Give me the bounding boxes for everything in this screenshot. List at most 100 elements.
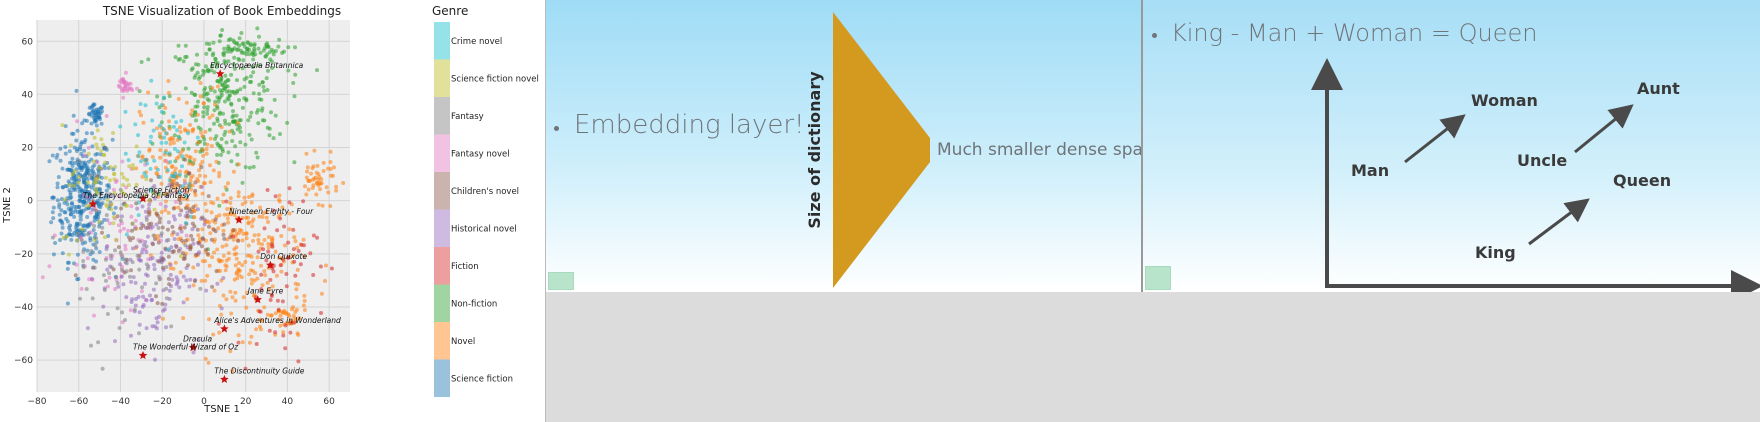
scatter-point (156, 240, 161, 245)
scatter-point (97, 250, 102, 254)
scatter-point (157, 131, 162, 136)
scatter-point (146, 206, 151, 211)
legend-label: Science fiction (451, 374, 513, 384)
scatter-point (210, 53, 215, 58)
scatter-point (315, 163, 320, 168)
scatter-point (137, 89, 142, 94)
scatter-point (117, 85, 122, 89)
scatter-point (117, 194, 122, 199)
scatter-point (105, 267, 110, 272)
scatter-point (212, 121, 216, 126)
scatter-point (277, 317, 282, 322)
legend-swatch (434, 247, 450, 285)
scatter-point (229, 159, 234, 164)
scatter-point (181, 196, 186, 201)
scatter-point (61, 185, 66, 190)
scatter-point (244, 75, 249, 80)
scatter-point (193, 188, 198, 193)
scatter-point (59, 219, 64, 224)
scatter-point (123, 85, 128, 90)
scatter-point (255, 255, 260, 260)
scatter-point (84, 287, 89, 291)
scatter-point (189, 214, 193, 219)
scatter-point (96, 340, 101, 345)
scatter-point (311, 273, 316, 277)
scatter-point (74, 221, 79, 226)
scatter-point (117, 326, 122, 330)
scatter-point (226, 38, 231, 42)
scatter-point (164, 140, 169, 145)
book-annotation: Science Fiction (133, 186, 190, 195)
scatter-point (206, 194, 211, 199)
scatter-point (217, 259, 222, 264)
scatter-point (154, 101, 159, 106)
scatter-point (302, 298, 307, 303)
scatter-point (171, 230, 176, 235)
scatter-point (123, 318, 127, 322)
scatter-point (262, 118, 267, 123)
scatter-point (118, 229, 123, 233)
scatter-point (79, 286, 84, 291)
word-man: Man (1351, 161, 1389, 180)
scatter-point (50, 195, 55, 200)
scatter-point (215, 61, 220, 66)
scatter-point (277, 197, 281, 202)
scatter-point (202, 69, 207, 74)
scatter-point (222, 222, 227, 227)
scatter-point (178, 201, 183, 205)
scatter-point (85, 326, 90, 331)
scatter-point (254, 342, 259, 346)
scatter-point (68, 196, 72, 201)
scatter-point (281, 257, 286, 262)
scatter-point (202, 101, 206, 106)
scatter-point (236, 190, 241, 195)
scatter-point (213, 220, 218, 225)
scatter-point (85, 215, 90, 219)
scatter-point (201, 72, 206, 77)
scatter-point (111, 187, 116, 192)
scatter-point (118, 187, 123, 192)
scatter-point (177, 190, 182, 195)
scatter-point (97, 187, 102, 192)
scatter-point (178, 129, 183, 134)
scatter-point (249, 334, 254, 339)
scatter-point (237, 36, 242, 41)
scatter-point (155, 126, 159, 131)
scatter-point (183, 128, 188, 133)
legend-title: Genre (432, 4, 468, 18)
scatter-point (290, 307, 294, 312)
scatter-point (214, 159, 219, 164)
legend-swatch (434, 134, 450, 172)
scatter-point (172, 174, 177, 179)
scatter-point (102, 235, 107, 240)
scatter-point (147, 212, 152, 217)
scatter-point (97, 166, 102, 170)
scatter-point (99, 148, 104, 153)
scatter-point (119, 206, 124, 211)
scatter-point (240, 263, 245, 268)
scatter-point (161, 192, 166, 197)
scatter-point (291, 253, 296, 257)
scatter-point (129, 333, 133, 338)
scatter-point (197, 173, 202, 178)
scatter-point (80, 227, 85, 232)
scatter-point (244, 97, 249, 102)
scatter-point (242, 195, 247, 200)
scatter-point (50, 235, 55, 240)
scatter-point (74, 262, 79, 267)
scatter-point (179, 238, 184, 243)
scatter-point (150, 224, 155, 229)
scatter-point (207, 263, 212, 268)
scatter-point (85, 189, 90, 194)
scatter-point (167, 151, 172, 156)
scatter-point (256, 232, 261, 237)
scatter-point (166, 79, 171, 83)
scatter-point (145, 225, 150, 230)
book-star-marker (220, 324, 229, 333)
scatter-point (77, 159, 82, 164)
scatter-point (262, 305, 267, 310)
scatter-point (72, 169, 77, 174)
scatter-point (57, 212, 62, 217)
scatter-point (58, 238, 62, 242)
scatter-point (177, 136, 182, 140)
